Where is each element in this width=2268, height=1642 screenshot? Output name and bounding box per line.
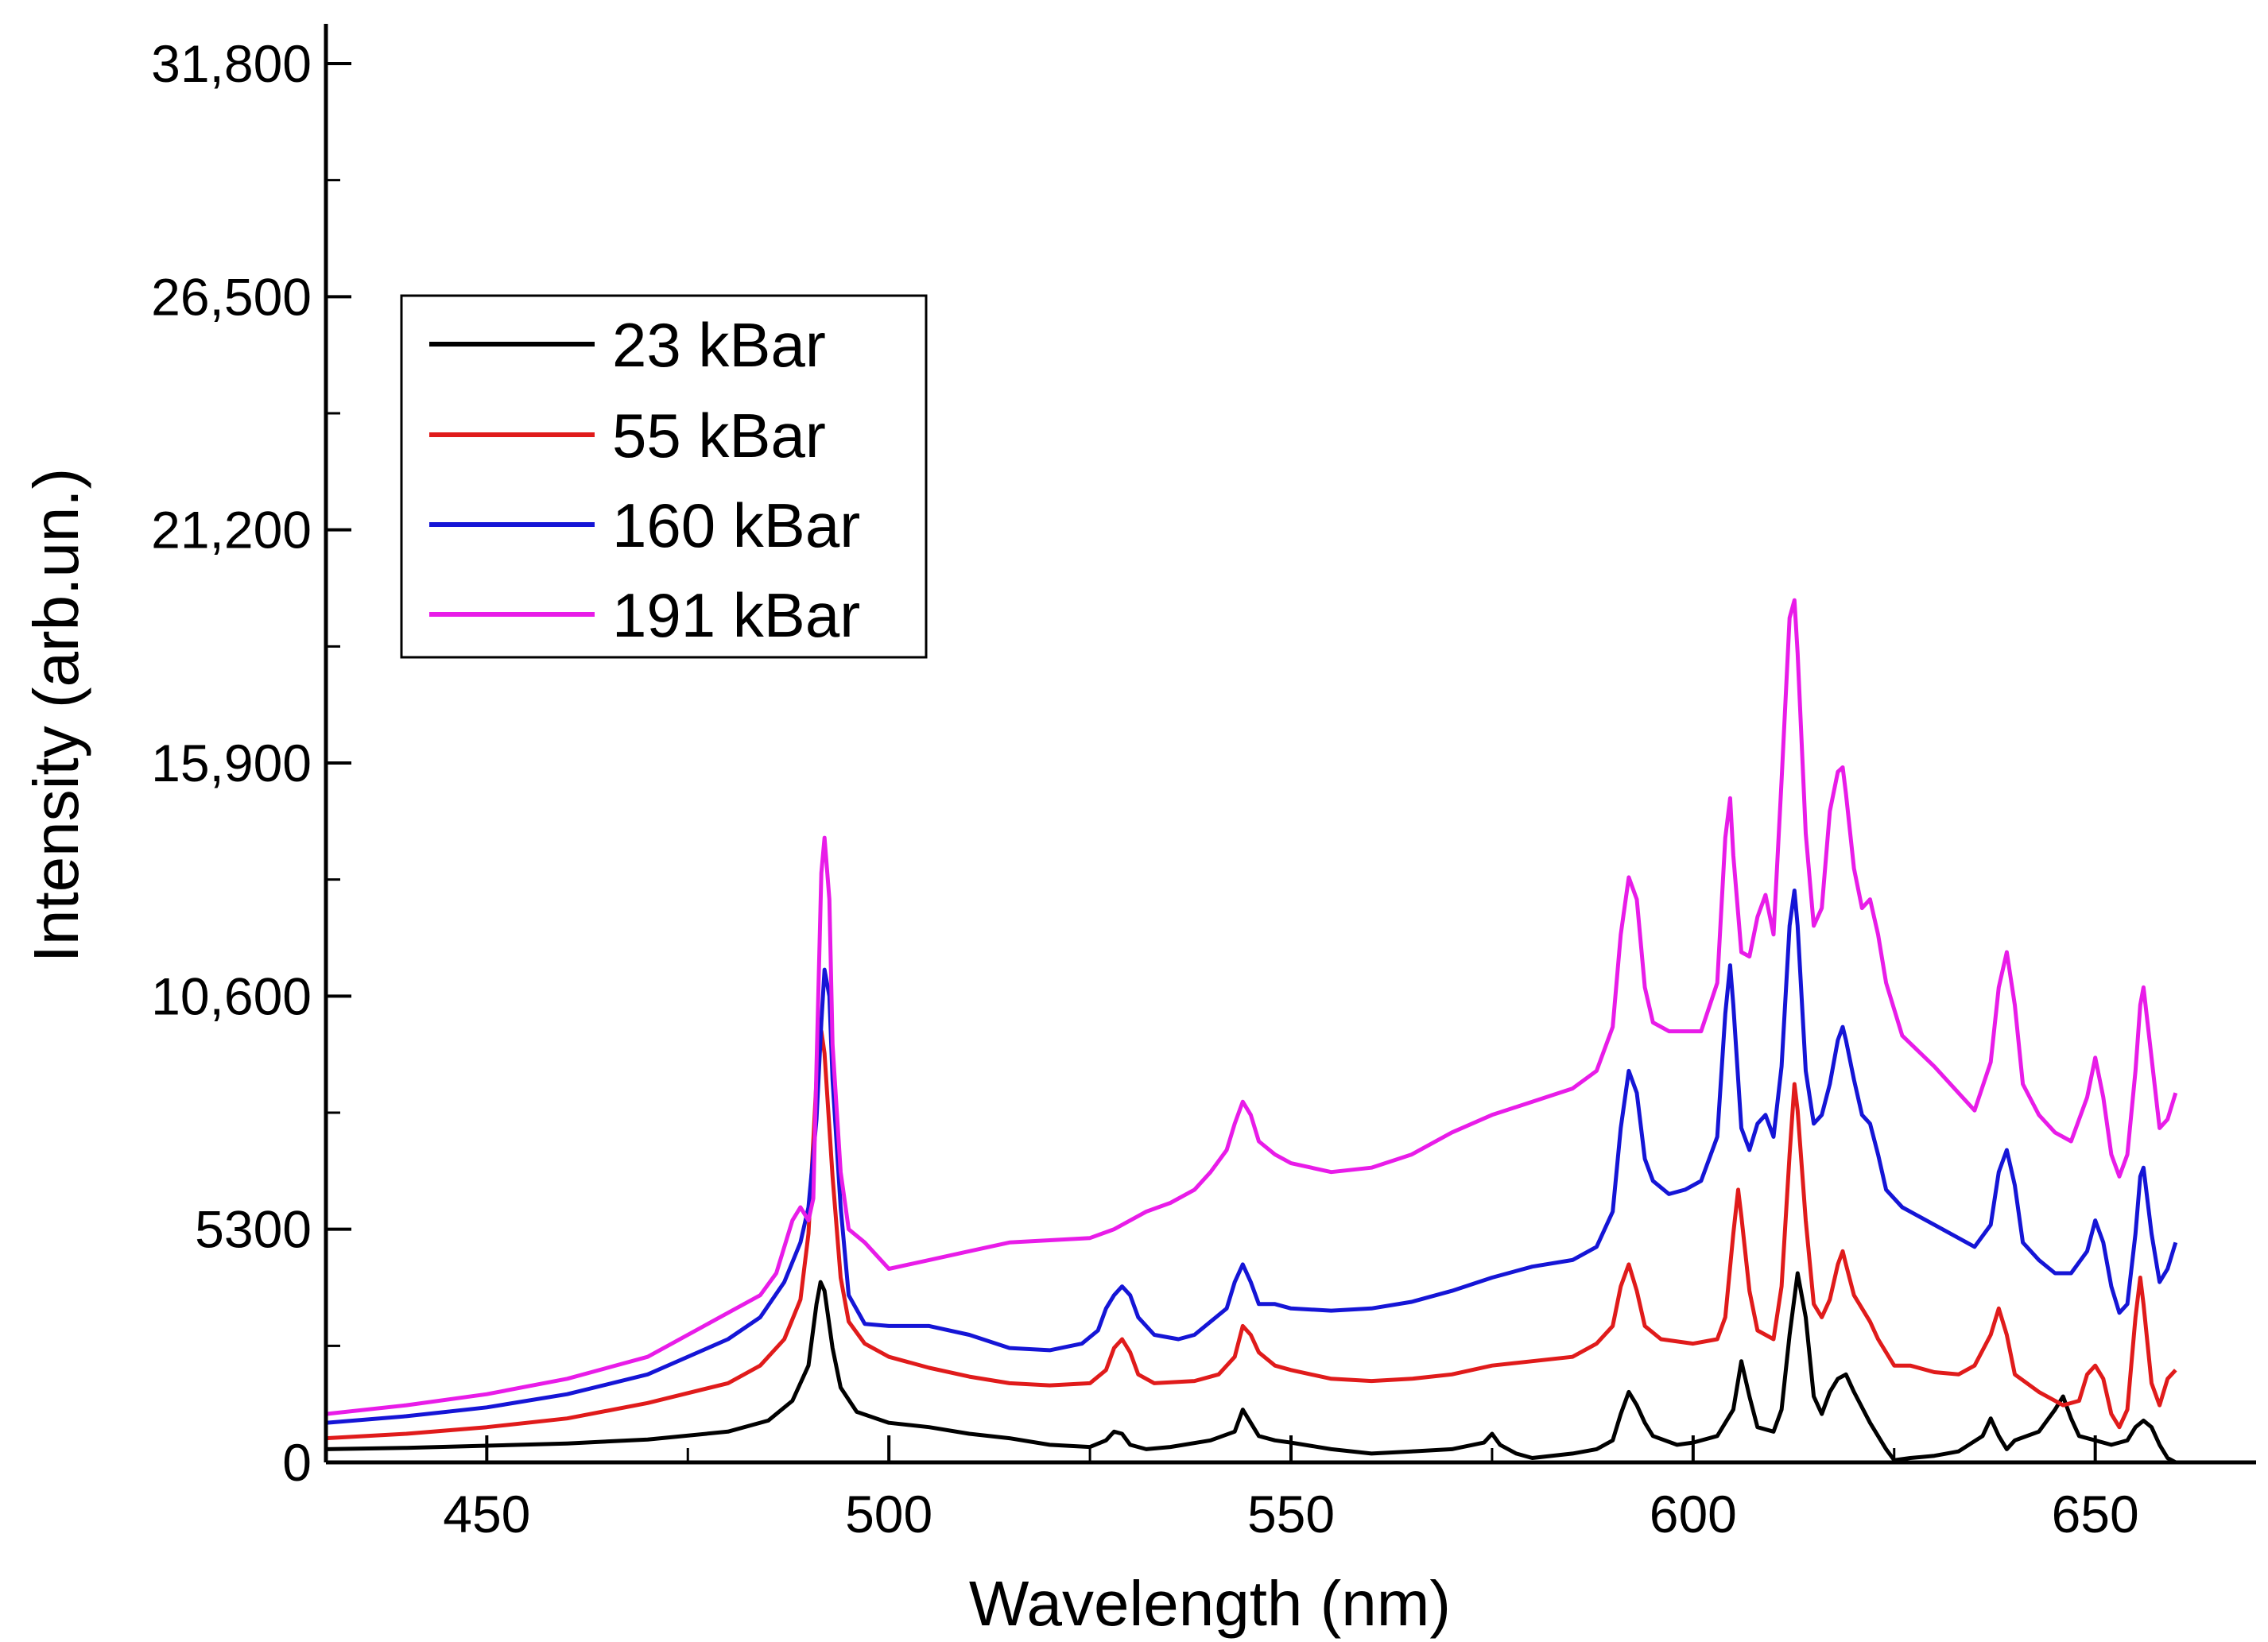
legend: 23 kBar 55 kBar 160 kBar 191 kBar xyxy=(400,294,928,659)
y-tick-label: 15,900 xyxy=(151,734,312,792)
legend-label-55kbar: 55 kBar xyxy=(612,401,826,471)
legend-label-191kbar: 191 kBar xyxy=(612,580,860,650)
series-line-160kbar xyxy=(325,889,2178,1425)
x-tick-label: 550 xyxy=(1247,1485,1335,1543)
series-layer xyxy=(325,598,2178,1465)
y-tick-label: 5300 xyxy=(195,1200,312,1259)
x-tick-label: 500 xyxy=(845,1485,932,1543)
y-tick-label: 26,500 xyxy=(151,267,312,326)
legend-label-160kbar: 160 kBar xyxy=(612,490,860,560)
x-ticks: 450 500 550 600 650 xyxy=(443,1435,2139,1543)
y-tick-label: 31,800 xyxy=(151,34,312,93)
y-tick-label: 21,200 xyxy=(151,501,312,560)
x-axis-title: Wavelength (nm) xyxy=(969,1568,1451,1639)
x-tick-label: 650 xyxy=(2052,1485,2139,1543)
x-tick-label: 450 xyxy=(443,1485,530,1543)
series-line-55kbar xyxy=(325,1029,2177,1441)
legend-label-23kbar: 23 kBar xyxy=(612,310,826,380)
y-ticks: 0 5300 10,600 15,900 21,200 26,500 31,800 xyxy=(151,34,351,1492)
series-line-23kbar xyxy=(325,1271,2177,1465)
series-line-191kbar xyxy=(325,598,2178,1416)
y-tick-label: 0 xyxy=(282,1433,312,1492)
y-tick-label: 10,600 xyxy=(151,966,312,1025)
x-tick-label: 600 xyxy=(1650,1485,1737,1543)
y-axis-title: Intensity (arb.un.) xyxy=(21,468,91,963)
legend-box xyxy=(400,294,928,659)
